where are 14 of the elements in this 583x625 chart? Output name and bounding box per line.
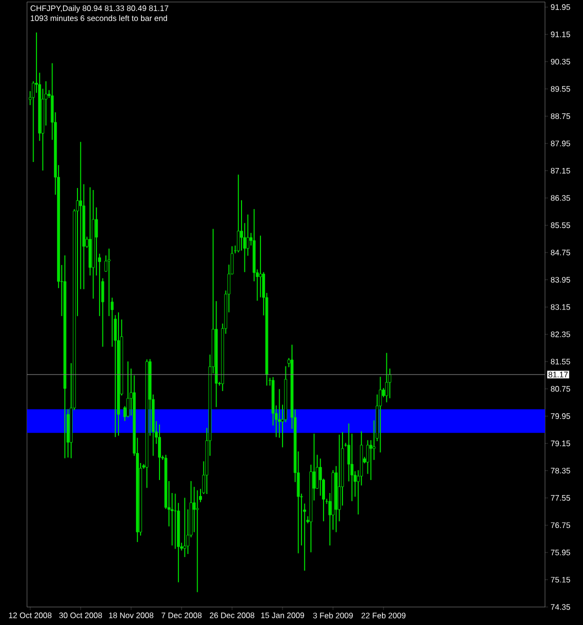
candlestick <box>259 236 262 298</box>
candlestick <box>94 207 98 276</box>
candlestick <box>196 490 199 592</box>
candlestick <box>246 214 250 256</box>
candlestick <box>236 174 240 252</box>
candlestick <box>126 361 130 418</box>
candlestick <box>158 424 161 480</box>
candlestick <box>385 352 388 402</box>
candlestick <box>79 142 82 290</box>
candlestick <box>338 434 341 522</box>
candlestick <box>108 248 110 316</box>
candlestick <box>183 498 186 558</box>
candlestick <box>378 376 382 452</box>
candlestick <box>278 389 281 438</box>
